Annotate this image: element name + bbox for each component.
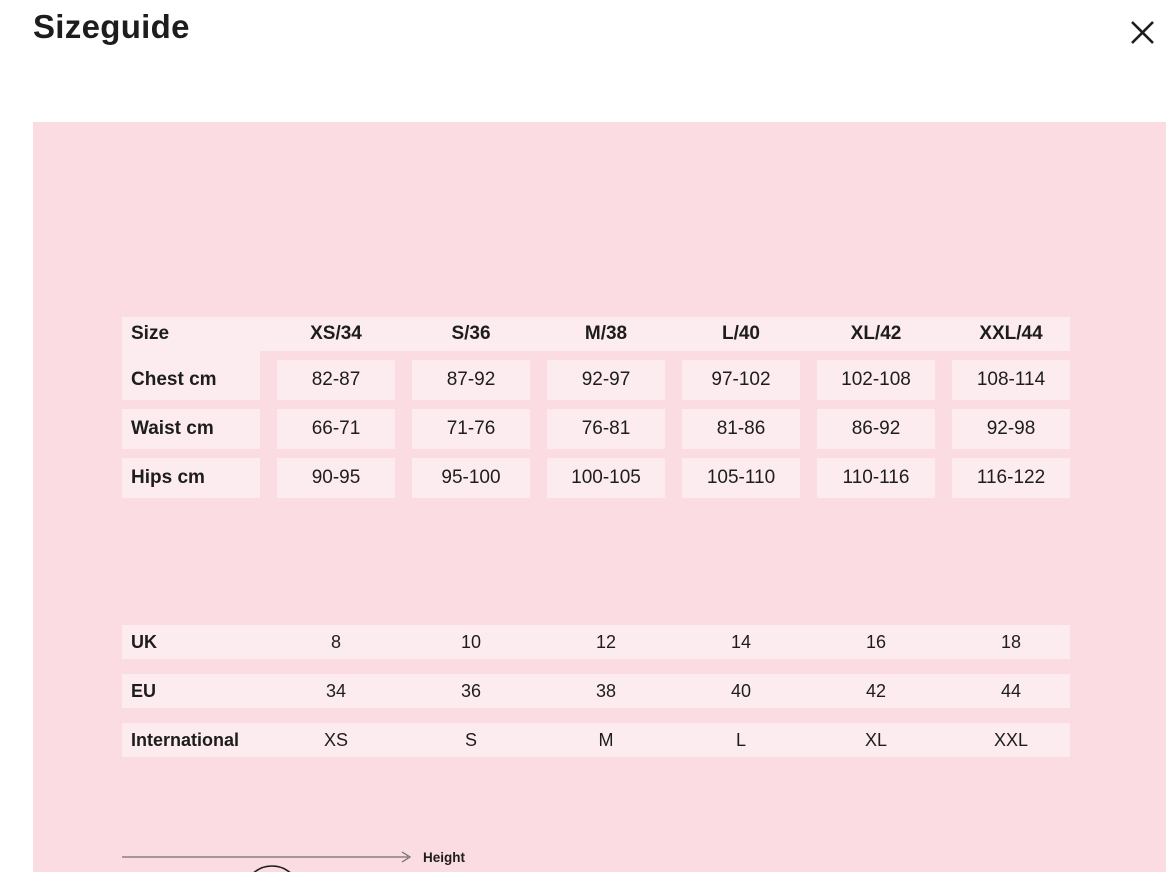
conversion-table: UK 8 10 12 14 16 18 EU 34 36 38 40 42 44… [122, 625, 1070, 772]
size-cell: 90-95 [277, 458, 395, 498]
measurement-table-header-row: Size XS/34 S/36 M/38 L/40 XL/42 XXL/44 [122, 317, 1070, 351]
close-button[interactable] [1120, 10, 1164, 54]
table-row-international: International XS S M L XL XXL [122, 723, 1070, 757]
size-cell: 34 [325, 680, 347, 701]
row-label-international: International [131, 729, 240, 750]
table-row-uk: UK 8 10 12 14 16 18 [122, 625, 1070, 659]
size-cell: 92-97 [547, 360, 665, 400]
table-row-waist: Waist cm 66-71 71-76 76-81 81-86 86-92 9… [122, 409, 1070, 449]
size-cell: 86-92 [817, 409, 935, 449]
size-cell: XL [864, 729, 888, 750]
size-cell: 105-110 [682, 458, 800, 498]
size-cell: 14 [730, 631, 752, 652]
size-corner-label: Size [131, 323, 170, 344]
size-cell: 66-71 [277, 409, 395, 449]
size-cell: S [464, 729, 477, 750]
size-cell: 40 [730, 680, 752, 701]
height-axis-label: Height [423, 850, 465, 865]
size-cell: 95-100 [412, 458, 530, 498]
size-cell: 108-114 [952, 360, 1070, 400]
table-row-hips: Hips cm 90-95 95-100 100-105 105-110 110… [122, 458, 1070, 498]
size-cell: 97-102 [682, 360, 800, 400]
row-label-waist: Waist cm [122, 409, 260, 449]
size-cell: 8 [330, 631, 341, 652]
size-cell: 87-92 [412, 360, 530, 400]
size-cell: 10 [460, 631, 482, 652]
size-cell: 76-81 [547, 409, 665, 449]
size-cell: 16 [865, 631, 887, 652]
size-cell: 110-116 [817, 458, 935, 498]
column-header-xl: XL/42 [850, 323, 902, 344]
measurement-table: Size XS/34 S/36 M/38 L/40 XL/42 XXL/44 C… [122, 317, 1070, 498]
size-cell: XXL [993, 729, 1029, 750]
column-header-xs: XS/34 [310, 323, 362, 344]
row-label-eu: EU [131, 680, 157, 701]
row-label-uk: UK [131, 631, 157, 652]
size-cell: 12 [595, 631, 617, 652]
table-row-eu: EU 34 36 38 40 42 44 [122, 674, 1070, 708]
size-cell: 38 [595, 680, 617, 701]
column-header-l: L/40 [721, 323, 761, 344]
size-cell: 102-108 [817, 360, 935, 400]
table-row-chest: Chest cm 82-87 87-92 92-97 97-102 102-10… [122, 351, 1070, 400]
size-cell: 116-122 [952, 458, 1070, 498]
page-title: Sizeguide [33, 8, 190, 45]
size-cell: 42 [865, 680, 887, 701]
sizeguide-panel[interactable]: Size XS/34 S/36 M/38 L/40 XL/42 XXL/44 C… [33, 122, 1166, 872]
size-cell: 81-86 [682, 409, 800, 449]
size-cell: 36 [460, 680, 482, 701]
size-cell: L [735, 729, 746, 750]
size-cell: 71-76 [412, 409, 530, 449]
column-header-m: M/38 [584, 323, 628, 344]
row-label-hips: Hips cm [122, 458, 260, 498]
size-cell: 82-87 [277, 360, 395, 400]
figure-head-outline [253, 865, 291, 872]
row-label-chest: Chest cm [122, 351, 260, 400]
size-cell: 100-105 [547, 458, 665, 498]
size-cell: 92-98 [952, 409, 1070, 449]
size-cell: XS [323, 729, 348, 750]
size-cell: M [598, 729, 614, 750]
size-cell: 18 [1000, 631, 1022, 652]
column-header-s: S/36 [451, 323, 491, 344]
size-cell: 44 [1000, 680, 1022, 701]
height-figure: Height [122, 850, 1070, 872]
close-icon [1129, 19, 1156, 46]
column-header-xxl: XXL/44 [979, 323, 1043, 344]
